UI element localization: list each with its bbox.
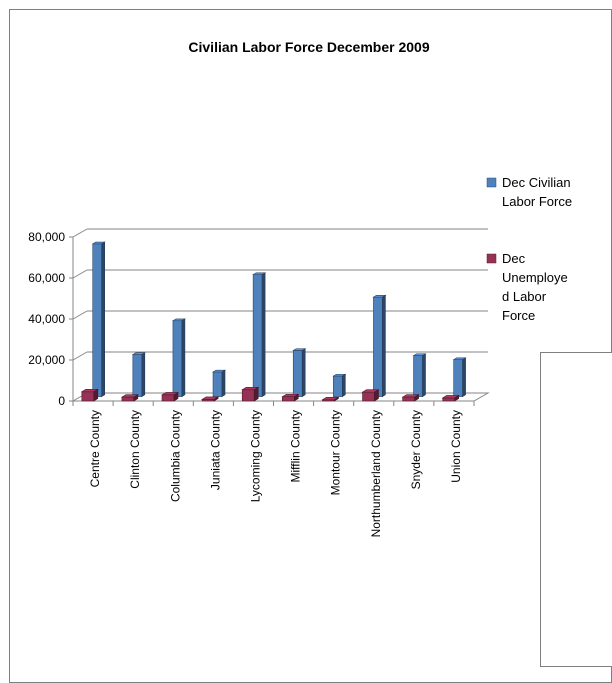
bar-civilian-front: [292, 350, 303, 397]
bar-unemployed: [120, 394, 139, 402]
legend-swatch: [486, 253, 497, 264]
bar-unemployed: [321, 396, 340, 402]
bar-unemployed: [201, 396, 220, 402]
bar-civilian-side: [101, 241, 105, 398]
bar-unemployed-side: [454, 394, 459, 402]
bar-civilian: [452, 357, 467, 398]
bar-unemployed-side: [294, 393, 299, 402]
x-tick-label: Centre County: [88, 410, 102, 487]
bar-unemployed-front: [282, 396, 295, 402]
y-tick-label: 80,000: [28, 230, 65, 244]
bar-civilian: [372, 294, 387, 398]
bar-civilian: [252, 272, 267, 398]
bar-unemployed: [80, 388, 99, 402]
bar-civilian-side: [221, 369, 226, 398]
bar-civilian: [171, 318, 186, 398]
bar-civilian-front: [92, 243, 103, 397]
gridline-depth: [72, 228, 88, 238]
legend-label: Labor Force: [502, 194, 572, 209]
bar-civilian: [91, 241, 106, 398]
gridline-depth: [72, 310, 88, 320]
y-tick-label: 60,000: [28, 271, 65, 285]
x-tick-label: Union County: [449, 410, 463, 483]
bar-unemployed: [401, 394, 420, 402]
bar-civilian: [292, 348, 307, 398]
bar-civilian-side: [261, 272, 266, 398]
bar-civilian-side: [342, 373, 346, 398]
legend: Dec Civilian Labor Force Dec Unemploye d Lab…: [486, 175, 572, 323]
bar-unemployed: [281, 393, 300, 402]
bar-civilian-side: [422, 353, 426, 398]
bar-civilian-side: [462, 357, 466, 398]
bar-unemployed-front: [241, 389, 255, 402]
bar-civilian-front: [413, 355, 423, 397]
x-tick-label: Lycoming County: [248, 410, 262, 502]
bar-civilian-front: [373, 296, 383, 397]
legend-label: Dec: [502, 251, 526, 266]
bar-unemployed-front: [442, 397, 456, 402]
bar-unemployed-side: [133, 394, 139, 402]
bar-civilian-front: [172, 320, 183, 397]
bar-civilian-front: [453, 359, 463, 397]
y-tick-label: 0: [58, 394, 65, 408]
bar-unemployed-side: [334, 396, 339, 402]
x-tick-label: Columbia County: [168, 410, 182, 502]
bar-civilian-front: [252, 274, 263, 397]
bar-civilian: [332, 373, 347, 398]
empty-side-panel: [540, 352, 612, 667]
bar-unemployed: [361, 389, 380, 402]
bar-civilian-front: [132, 354, 143, 397]
y-tick-label: 20,000: [28, 353, 65, 367]
legend-label: Dec Civilian: [502, 175, 571, 190]
gridline-depth: [72, 351, 88, 361]
y-tick-label: 40,000: [28, 312, 65, 326]
legend-swatch: [486, 177, 497, 188]
x-tick-label: Montour County: [329, 410, 343, 495]
bar-unemployed-front: [402, 396, 415, 402]
bar-civilian: [131, 352, 146, 398]
x-tick-label: Juniata County: [208, 410, 222, 490]
bar-unemployed-front: [121, 396, 135, 402]
bar-civilian-side: [141, 352, 146, 398]
legend-label: Force: [502, 308, 535, 323]
bar-unemployed: [441, 394, 460, 402]
bar-unemployed-side: [173, 391, 179, 402]
bar-civilian: [211, 369, 227, 398]
x-tick-label: Northumberland County: [369, 410, 383, 537]
bar-unemployed-side: [374, 389, 379, 402]
bar-civilian-front: [333, 375, 343, 397]
bar-unemployed-front: [161, 394, 175, 402]
bar-civilian: [412, 353, 427, 398]
bar-civilian-side: [181, 318, 186, 398]
chart-frame: [9, 9, 612, 683]
bar-unemployed-front: [81, 391, 95, 402]
bar-civilian-side: [301, 348, 306, 398]
bar-unemployed-side: [414, 394, 419, 402]
bar-civilian-side: [382, 294, 386, 398]
chart-title: Civilian Labor Force December 2009: [188, 39, 429, 55]
bar-unemployed-front: [362, 391, 375, 402]
bar-unemployed: [160, 391, 180, 402]
x-tick-label: Clinton County: [128, 410, 142, 489]
bar-unemployed-side: [213, 396, 219, 402]
legend-label: Unemploye: [502, 270, 568, 285]
plot-area: 0 20,000 40,000 60,000 80,000 Centre County Cl…: [28, 228, 490, 537]
bar-civilian-front: [212, 371, 223, 397]
gridline-depth: [72, 269, 88, 279]
x-tick-label: Snyder County: [409, 410, 423, 489]
legend-label: d Labor: [502, 289, 547, 304]
x-tick-label: Mifflin County: [289, 410, 303, 482]
bar-unemployed-side: [253, 386, 259, 402]
bar-unemployed-side: [93, 388, 99, 402]
bar-unemployed: [241, 386, 260, 402]
